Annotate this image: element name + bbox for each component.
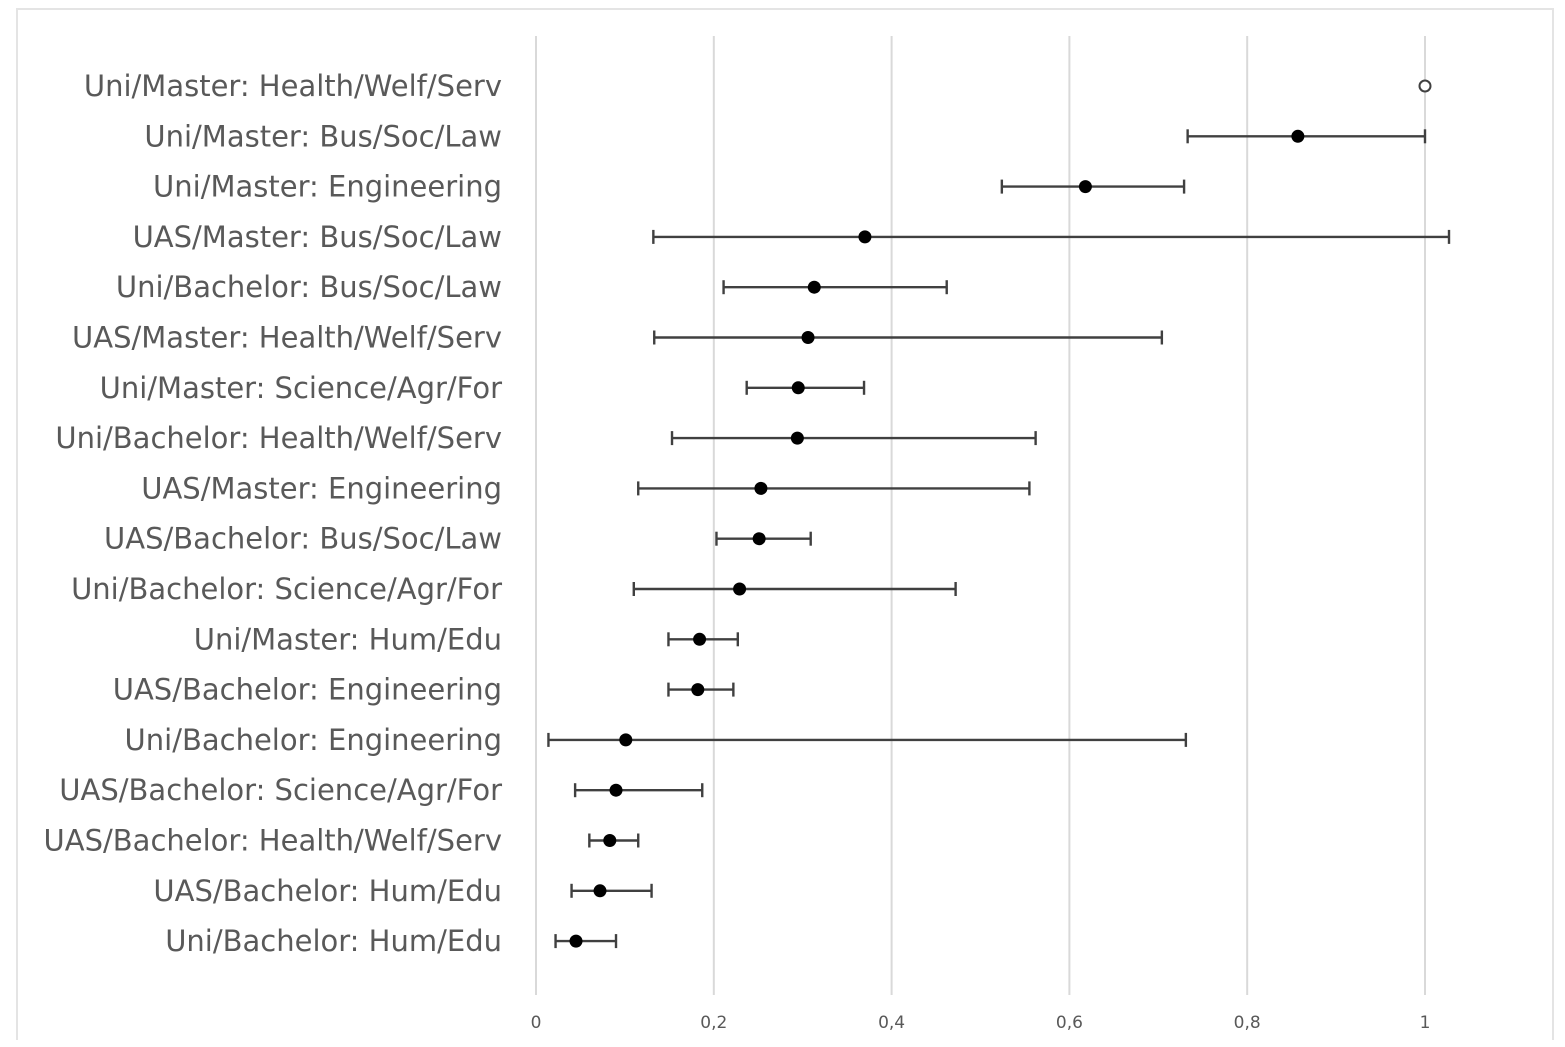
data-point <box>802 331 815 344</box>
category-label: Uni/Bachelor: Health/Welf/Serv <box>55 421 502 455</box>
data-point <box>570 935 583 948</box>
data-point <box>858 230 871 243</box>
data-point <box>733 583 746 596</box>
category-label: Uni/Bachelor: Hum/Edu <box>165 924 502 958</box>
category-label: UAS/Bachelor: Bus/Soc/Law <box>104 522 502 556</box>
error-bar <box>747 381 864 395</box>
error-bar <box>1002 180 1184 194</box>
category-label: Uni/Bachelor: Science/Agr/For <box>71 572 502 606</box>
category-label: UAS/Master: Engineering <box>141 471 502 505</box>
reference-point <box>1420 81 1431 92</box>
error-bar <box>653 230 1449 244</box>
data-point <box>808 281 821 294</box>
data-point <box>753 532 766 545</box>
error-bar <box>1188 129 1425 143</box>
x-tick-label: 0,8 <box>1234 1013 1261 1033</box>
category-label: Uni/Bachelor: Bus/Soc/Law <box>116 270 502 304</box>
x-tick-label: 0,6 <box>1056 1013 1083 1033</box>
category-label: Uni/Master: Hum/Edu <box>194 622 502 656</box>
data-point <box>1291 130 1304 143</box>
data-point <box>791 432 804 445</box>
x-tick-label: 1 <box>1420 1013 1431 1033</box>
data-points <box>570 81 1431 948</box>
data-point <box>610 784 623 797</box>
gridlines <box>536 36 1425 995</box>
data-point <box>691 683 704 696</box>
x-axis-ticks: 0 0,2 0,4 0,6 0,8 1 <box>531 1013 1431 1033</box>
error-bar <box>572 884 652 898</box>
category-label: UAS/Master: Bus/Soc/Law <box>133 220 502 254</box>
category-labels: Uni/Master: Health/Welf/Serv Uni/Master: … <box>44 69 503 958</box>
error-bar <box>724 280 947 294</box>
data-point <box>693 633 706 646</box>
data-point <box>603 834 616 847</box>
error-bar <box>672 431 1036 445</box>
data-point <box>1079 180 1092 193</box>
category-label: Uni/Master: Engineering <box>153 170 502 204</box>
category-label: Uni/Bachelor: Engineering <box>125 723 502 757</box>
category-label: Uni/Master: Health/Welf/Serv <box>84 69 502 103</box>
error-bar <box>654 331 1162 345</box>
error-bar <box>575 783 702 797</box>
category-label: UAS/Bachelor: Science/Agr/For <box>59 773 502 807</box>
error-bars <box>548 129 1449 948</box>
category-label: UAS/Master: Health/Welf/Serv <box>72 321 502 355</box>
x-tick-label: 0 <box>531 1013 542 1033</box>
error-bar <box>556 934 616 948</box>
data-point <box>594 884 607 897</box>
category-label: UAS/Bachelor: Engineering <box>113 673 502 707</box>
category-label: Uni/Master: Science/Agr/For <box>100 371 502 405</box>
category-label: UAS/Bachelor: Health/Welf/Serv <box>44 824 502 858</box>
data-point <box>792 381 805 394</box>
category-label: UAS/Bachelor: Hum/Edu <box>153 874 502 908</box>
x-tick-label: 0,2 <box>700 1013 727 1033</box>
category-label: Uni/Master: Bus/Soc/Law <box>144 119 502 153</box>
data-point <box>619 733 632 746</box>
data-point <box>754 482 767 495</box>
error-bar <box>634 582 956 596</box>
error-bar <box>548 733 1185 747</box>
error-bar <box>638 481 1029 495</box>
x-tick-label: 0,4 <box>878 1013 905 1033</box>
